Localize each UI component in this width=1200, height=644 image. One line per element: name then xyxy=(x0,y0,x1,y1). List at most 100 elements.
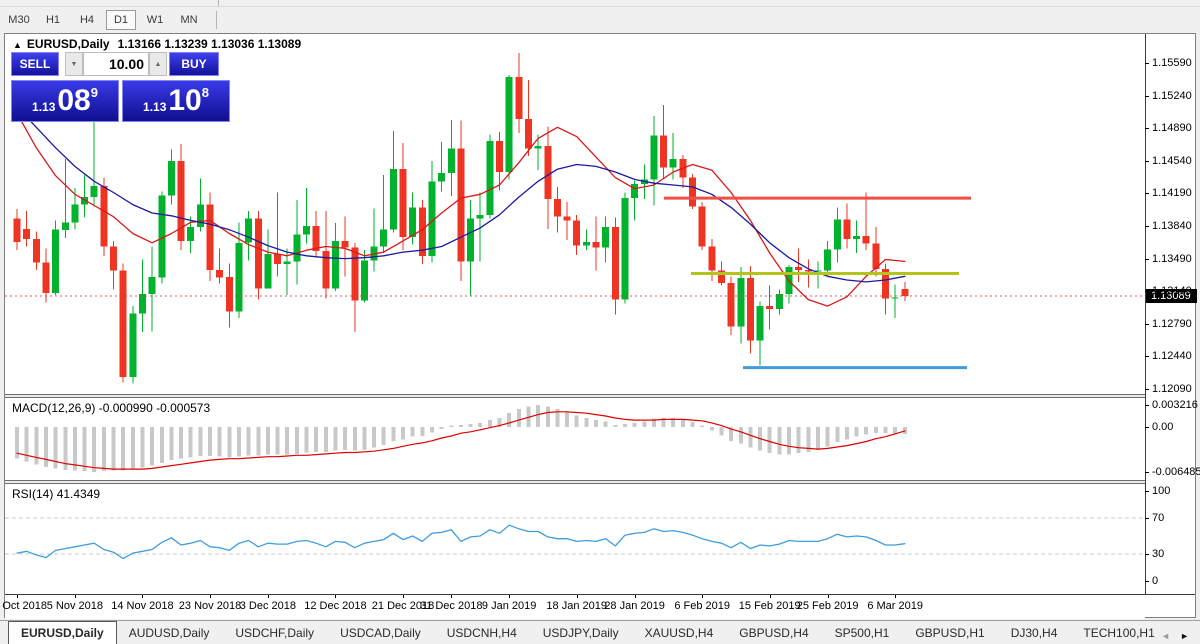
sell-price-pip: 9 xyxy=(90,85,98,100)
chart-tab-usdcad-daily[interactable]: USDCAD,Daily xyxy=(340,626,421,640)
date-axis-tick xyxy=(895,595,897,598)
rsi-axis-label: 0 xyxy=(1152,575,1159,587)
rsi-axis-tick xyxy=(1145,581,1149,582)
buy-price-display[interactable]: 1.13 10 8 xyxy=(122,80,230,122)
timeframe-toolbar: M30 H1 H4 D1 W1 MN xyxy=(0,7,1200,33)
macd-axis-tick xyxy=(1145,404,1149,406)
chart-tab-usdjpy-daily[interactable]: USDJPY,Daily xyxy=(542,626,619,640)
date-axis-tick xyxy=(576,595,578,598)
macd-axis-label: 0.00 xyxy=(1152,421,1174,433)
macd-name: MACD(12,26,9) xyxy=(12,401,96,415)
buy-button[interactable]: BUY xyxy=(169,52,219,76)
date-axis-tick xyxy=(74,595,76,598)
date-axis-label: 5 Nov 2018 xyxy=(46,600,104,612)
rsi-axis-label: 100 xyxy=(1152,485,1171,497)
date-axis-label: 23 Nov 2018 xyxy=(178,600,242,612)
timeframe-button-d1[interactable]: D1 xyxy=(106,10,136,30)
date-axis-tick xyxy=(509,595,511,598)
date-axis-label: 3 Dec 2018 xyxy=(239,600,297,612)
date-axis-tick xyxy=(769,595,771,598)
chart-tab-eurusd-daily[interactable]: EURUSD,Daily xyxy=(8,621,117,644)
sell-price-prefix: 1.13 xyxy=(32,100,56,114)
tab-scroll-right-icon[interactable]: ► xyxy=(1175,631,1194,641)
rsi-axis-label: 30 xyxy=(1152,548,1165,560)
volume-increase-button[interactable]: ▲ xyxy=(149,52,167,76)
rsi-axis-tick xyxy=(1145,491,1149,492)
chart-title: ▲ EURUSD,Daily 1.13166 1.13239 1.13036 1.1… xyxy=(13,37,301,51)
price-axis-label: 1.13840 xyxy=(1152,220,1192,232)
chart-tab-gbpusd-h4[interactable]: GBPUSD,H4 xyxy=(739,626,809,640)
price-axis-label: 1.15590 xyxy=(1152,57,1192,69)
macd-signal-value: -0.000573 xyxy=(156,401,211,415)
main-chart-canvas[interactable] xyxy=(5,34,1145,394)
macd-indicator-canvas[interactable] xyxy=(5,398,1145,480)
rsi-axis-tick xyxy=(1145,554,1149,555)
price-axis-tick xyxy=(1145,63,1149,64)
chart-tab-dj30-h4[interactable]: DJ30,H4 xyxy=(1010,626,1058,640)
date-axis-tick xyxy=(634,595,636,598)
pane-splitter[interactable] xyxy=(5,480,1145,484)
date-axis-label: 15 Feb 2019 xyxy=(738,600,801,612)
price-axis-tick xyxy=(1145,193,1149,195)
date-axis-label: 6 Feb 2019 xyxy=(674,600,730,612)
rsi-label: RSI(14) 41.4349 xyxy=(12,487,100,501)
date-axis-tick xyxy=(702,595,704,598)
price-axis-tick xyxy=(1145,323,1149,325)
date-axis-label: 31 Dec 2018 xyxy=(420,600,483,612)
buy-price-pip: 8 xyxy=(201,85,209,100)
timeframe-button-h1[interactable]: H1 xyxy=(38,10,68,30)
date-axis-tick xyxy=(335,595,337,598)
price-axis-label: 1.14540 xyxy=(1152,154,1192,167)
timeframe-button-mn[interactable]: MN xyxy=(174,10,204,30)
volume-input[interactable] xyxy=(84,53,148,75)
macd-axis-label: -0.006485 xyxy=(1152,465,1200,478)
tab-scroll-left-icon[interactable]: ◄ xyxy=(1156,631,1175,641)
date-axis-label: 25 Feb 2019 xyxy=(796,600,859,612)
date-axis-label: 21 Dec 2018 xyxy=(371,600,435,612)
timeframe-button-w1[interactable]: W1 xyxy=(140,10,170,30)
price-axis-tick xyxy=(1145,128,1149,130)
one-click-trading-panel: SELL ▼ ▲ BUY 1.13 08 9 1.13 10 8 xyxy=(11,52,235,122)
price-axis-label: 1.13140 xyxy=(1152,285,1192,298)
chart-tab-audusd-daily[interactable]: AUDUSD,Daily xyxy=(128,626,210,640)
sell-price-main: 08 xyxy=(57,84,91,117)
pane-splitter[interactable] xyxy=(5,394,1145,398)
price-axis-tick xyxy=(1145,356,1149,358)
chart-tab-xauusd-h4[interactable]: XAUUSD,H4 xyxy=(644,626,714,640)
chart-tab-gbpusd-h1[interactable]: GBPUSD,H1 xyxy=(915,626,985,640)
toolbar-separator xyxy=(218,0,219,6)
price-axis-tick xyxy=(1145,226,1149,227)
volume-decrease-button[interactable]: ▼ xyxy=(65,52,83,76)
rsi-value: 41.4349 xyxy=(56,487,101,501)
chart-tab-usdcnh-h4[interactable]: USDCNH,H4 xyxy=(446,626,517,640)
price-axis-label: 1.12440 xyxy=(1152,350,1192,363)
date-axis-label: 9 Jan 2019 xyxy=(481,600,537,612)
price-axis-label: 1.12790 xyxy=(1152,317,1192,330)
sell-button[interactable]: SELL xyxy=(11,52,59,76)
date-axis-tick xyxy=(403,595,404,598)
macd-axis-tick xyxy=(1145,471,1149,473)
toolbar-separator xyxy=(216,11,217,29)
price-axis-label: 1.13490 xyxy=(1152,252,1192,265)
timeframe-button-h4[interactable]: H4 xyxy=(72,10,102,30)
date-axis-label: 14 Nov 2018 xyxy=(111,600,174,612)
rsi-name: RSI(14) xyxy=(12,487,54,501)
ohlc-values: 1.13166 1.13239 1.13036 1.13089 xyxy=(117,37,302,51)
timeframe-button-m30[interactable]: M30 xyxy=(4,10,34,30)
chart-tab-usdchf-daily[interactable]: USDCHF,Daily xyxy=(235,626,315,640)
collapse-arrow-icon[interactable]: ▲ xyxy=(13,40,22,50)
rsi-indicator-canvas[interactable] xyxy=(5,484,1145,594)
chart-tab-sp500-h1[interactable]: SP500,H1 xyxy=(834,626,890,640)
date-axis-label: 6 Mar 2019 xyxy=(867,600,923,612)
date-axis-tick xyxy=(142,595,144,598)
price-axis-tick xyxy=(1145,291,1149,293)
price-axis-label: 1.15240 xyxy=(1152,89,1192,102)
chart-window: ▲ EURUSD,Daily 1.13166 1.13239 1.13036 1.1… xyxy=(0,33,1200,619)
chart-tab-tech100-h1[interactable]: TECH100,H1 xyxy=(1083,626,1155,640)
sell-price-display[interactable]: 1.13 08 9 xyxy=(11,80,119,122)
symbol-label: EURUSD,Daily xyxy=(26,37,110,51)
macd-axis-tick xyxy=(1145,427,1149,428)
top-toolbar-strip xyxy=(0,0,1200,7)
chart-tab-bar: EURUSD,Daily AUDUSD,Daily USDCHF,Daily USDC… xyxy=(0,620,1200,644)
